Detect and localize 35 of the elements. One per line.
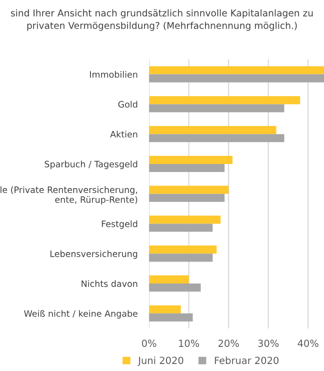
bar bbox=[149, 313, 193, 322]
bar bbox=[149, 246, 217, 254]
bar bbox=[149, 275, 189, 284]
y-tick-label: Lebensversicherung bbox=[50, 250, 138, 259]
x-tick-label: 0% bbox=[142, 340, 156, 347]
bar bbox=[149, 305, 181, 314]
y-tick-label: Sparbuch / Tagesgeld bbox=[44, 160, 138, 170]
y-tick-label: Nichts davon bbox=[82, 280, 138, 287]
y-tick-label: Immobilien bbox=[90, 70, 138, 78]
bar bbox=[149, 74, 324, 82]
chart-title: sind Ihrer Ansicht nach grundsätzlich sinnvolle Kapitalanlagen zu privaten Vermögensbildung? (Mehrfachnennung möglich.) bbox=[10, 9, 313, 31]
y-tick-label: Gold bbox=[118, 100, 138, 108]
x-tick-label: 20% bbox=[218, 340, 239, 347]
y-tick-label: le (Private Rentenversicherung, ente, Rürup-Rente) bbox=[0, 186, 138, 205]
bar bbox=[149, 134, 284, 142]
bar bbox=[149, 164, 225, 172]
bar bbox=[149, 186, 229, 194]
y-tick-label: Weiß nicht / keine Angabe bbox=[24, 310, 138, 319]
bar bbox=[149, 104, 284, 112]
x-tick-label: 30% bbox=[258, 340, 279, 347]
bar bbox=[149, 216, 221, 224]
legend-label: Februar 2020 bbox=[214, 356, 279, 364]
bar bbox=[149, 126, 276, 134]
y-tick-label: Festgeld bbox=[102, 220, 138, 229]
bar bbox=[149, 284, 201, 292]
bar bbox=[149, 254, 213, 262]
x-tick-label: 10% bbox=[179, 340, 200, 347]
bar bbox=[149, 224, 213, 232]
x-tick-label: 40% bbox=[298, 340, 318, 347]
legend-label: Juni 2020 bbox=[138, 356, 184, 366]
bar bbox=[149, 194, 225, 202]
bar bbox=[149, 96, 300, 104]
bar bbox=[149, 66, 324, 74]
bar bbox=[149, 156, 233, 164]
y-tick-label: Aktien bbox=[110, 130, 138, 138]
